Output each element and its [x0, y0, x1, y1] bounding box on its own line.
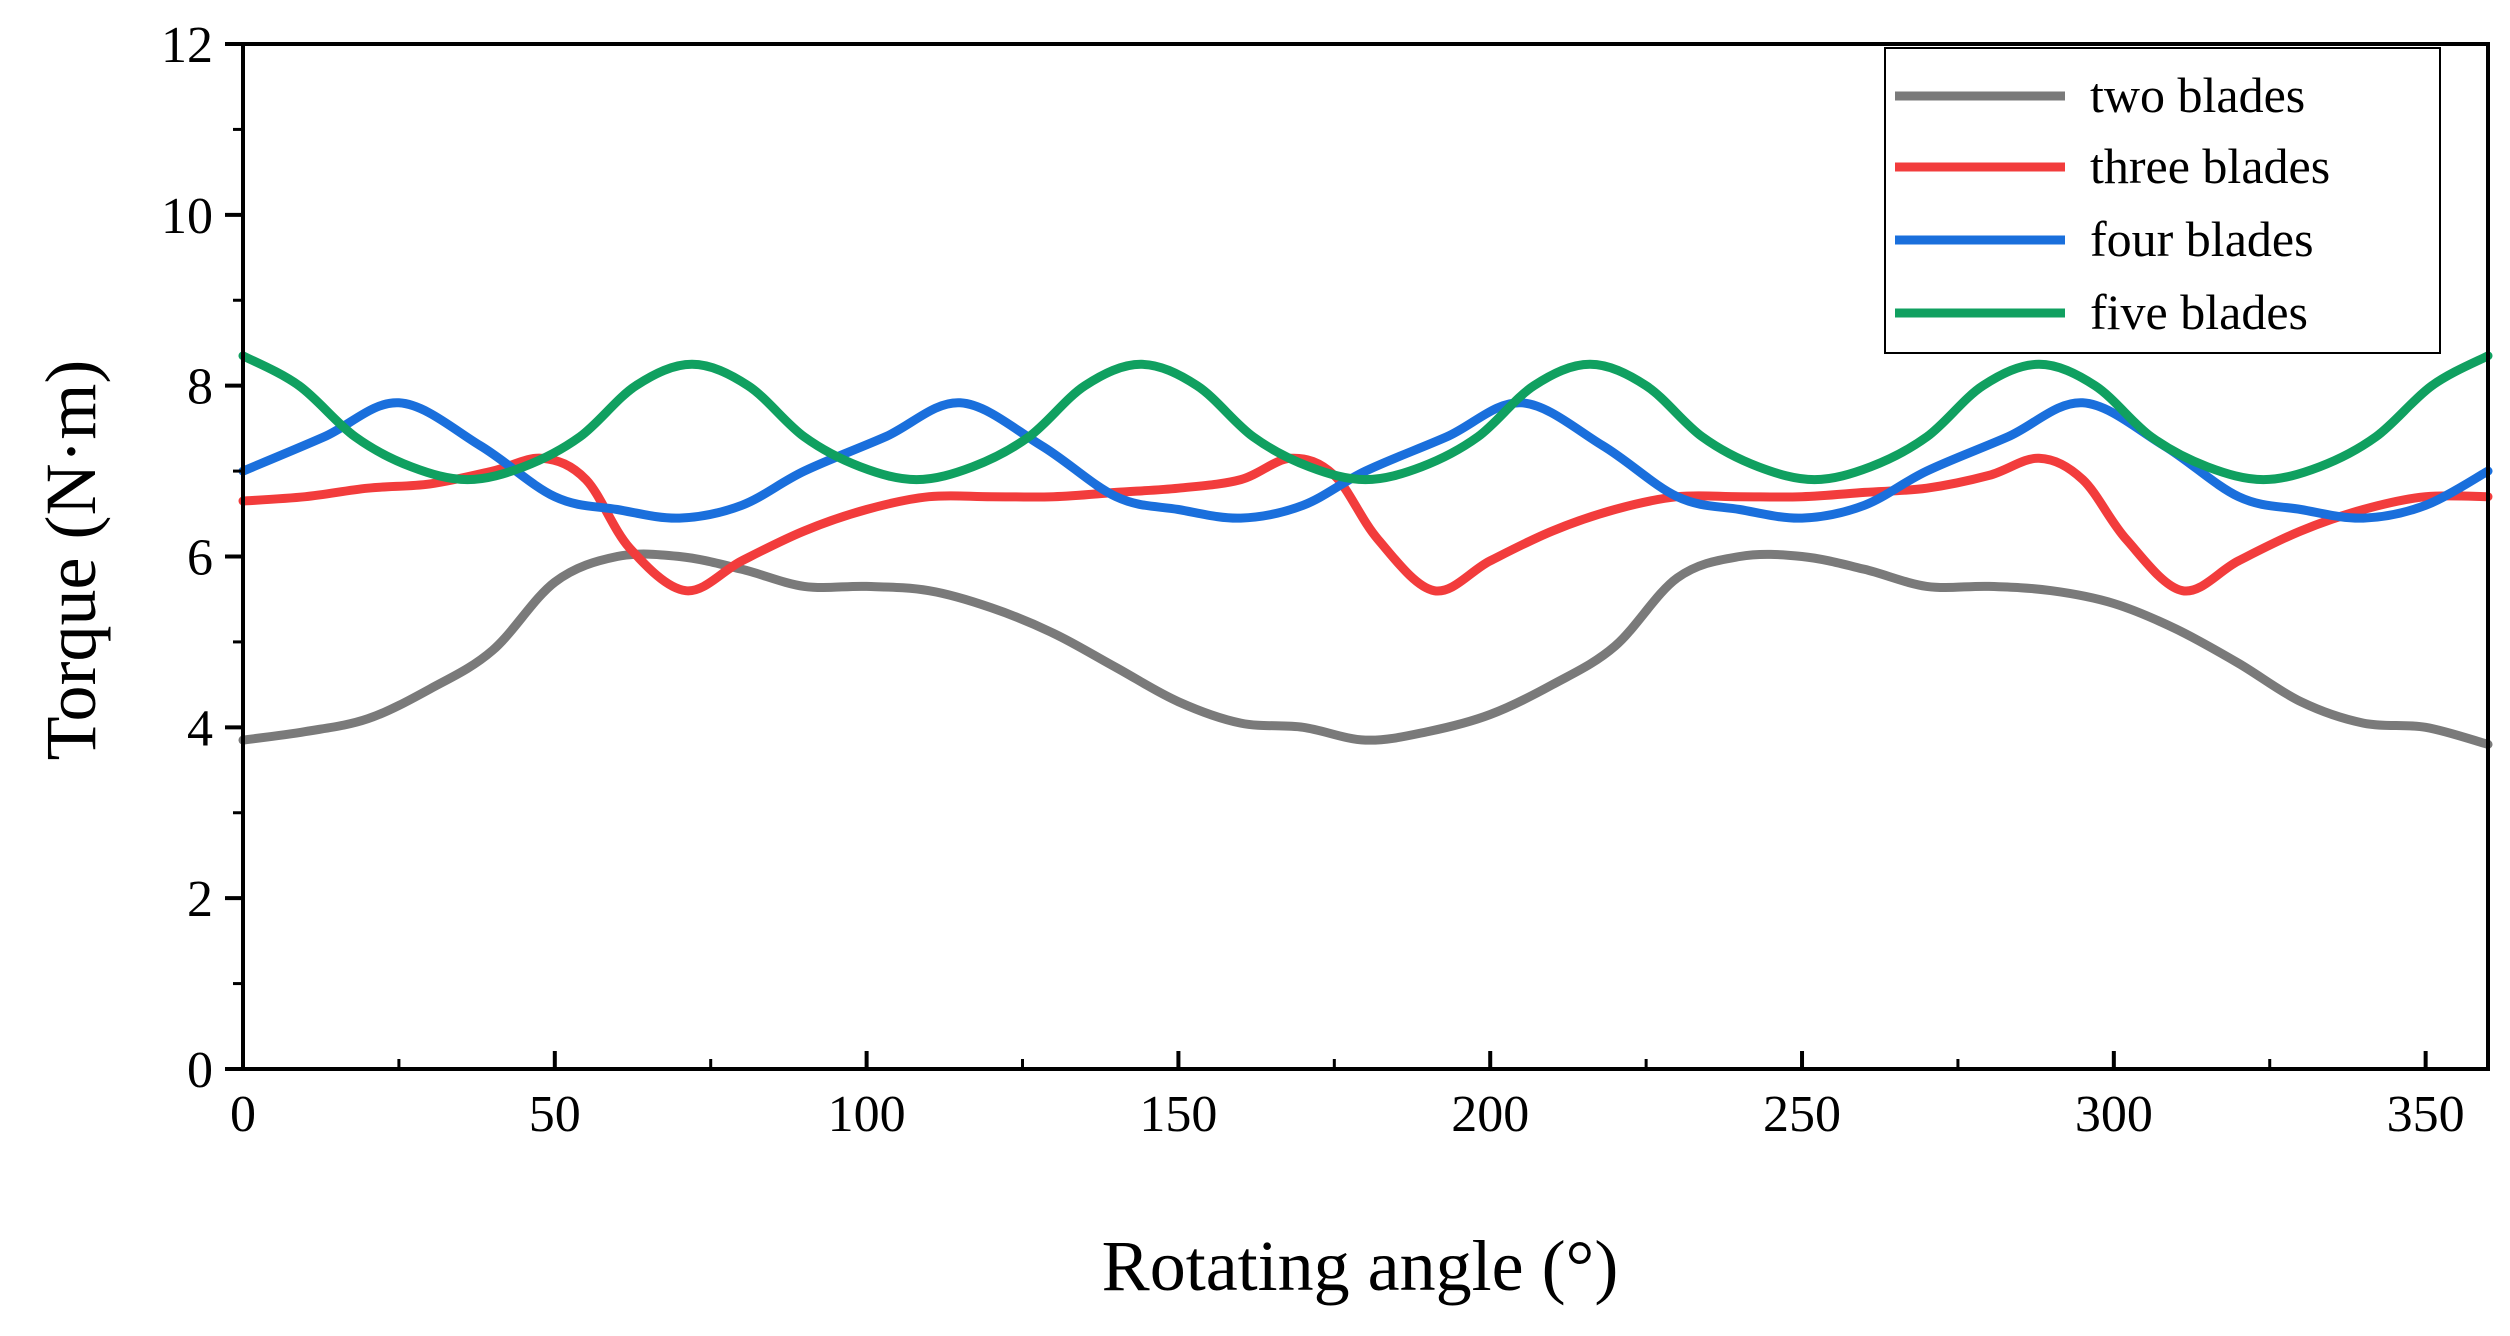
y-tick-label: 10 [161, 188, 213, 245]
y-axis-title: Torque (N·m) [31, 360, 111, 761]
x-axis-title: Rotating angle (°) [1102, 1226, 1619, 1306]
x-tick-label: 150 [1139, 1086, 1217, 1143]
y-tick-label: 2 [187, 871, 213, 928]
x-tick-label: 250 [1763, 1086, 1841, 1143]
series-line-three-blades [238, 453, 2493, 596]
series-line-two-blades [238, 549, 2493, 749]
y-tick-label: 0 [187, 1042, 213, 1099]
series-layer [238, 351, 2493, 749]
x-tick-label: 100 [828, 1086, 906, 1143]
legend-label-four-blades: four blades [2090, 211, 2314, 267]
legend-label-three-blades: three blades [2090, 138, 2330, 194]
x-tick-label: 0 [230, 1086, 256, 1143]
legend-label-two-blades: two blades [2090, 67, 2305, 123]
legend-label-five-blades: five blades [2090, 284, 2308, 340]
x-tick-label: 200 [1451, 1086, 1529, 1143]
x-tick-label: 300 [2075, 1086, 2153, 1143]
x-tick-label: 50 [529, 1086, 581, 1143]
legend: two blades three blades four blades five… [1884, 47, 2441, 354]
y-tick-label: 6 [187, 530, 213, 587]
y-tick-label: 4 [187, 700, 213, 757]
y-tick-label: 8 [187, 359, 213, 416]
series-line-five-blades [238, 351, 2493, 485]
series-line-four-blades [238, 398, 2493, 523]
tick-layer: 0 50 100 150 200 250 300 350 0 2 4 6 8 10 12 [161, 17, 2465, 1143]
x-tick-label: 350 [2387, 1086, 2465, 1143]
y-tick-label: 12 [161, 17, 213, 74]
